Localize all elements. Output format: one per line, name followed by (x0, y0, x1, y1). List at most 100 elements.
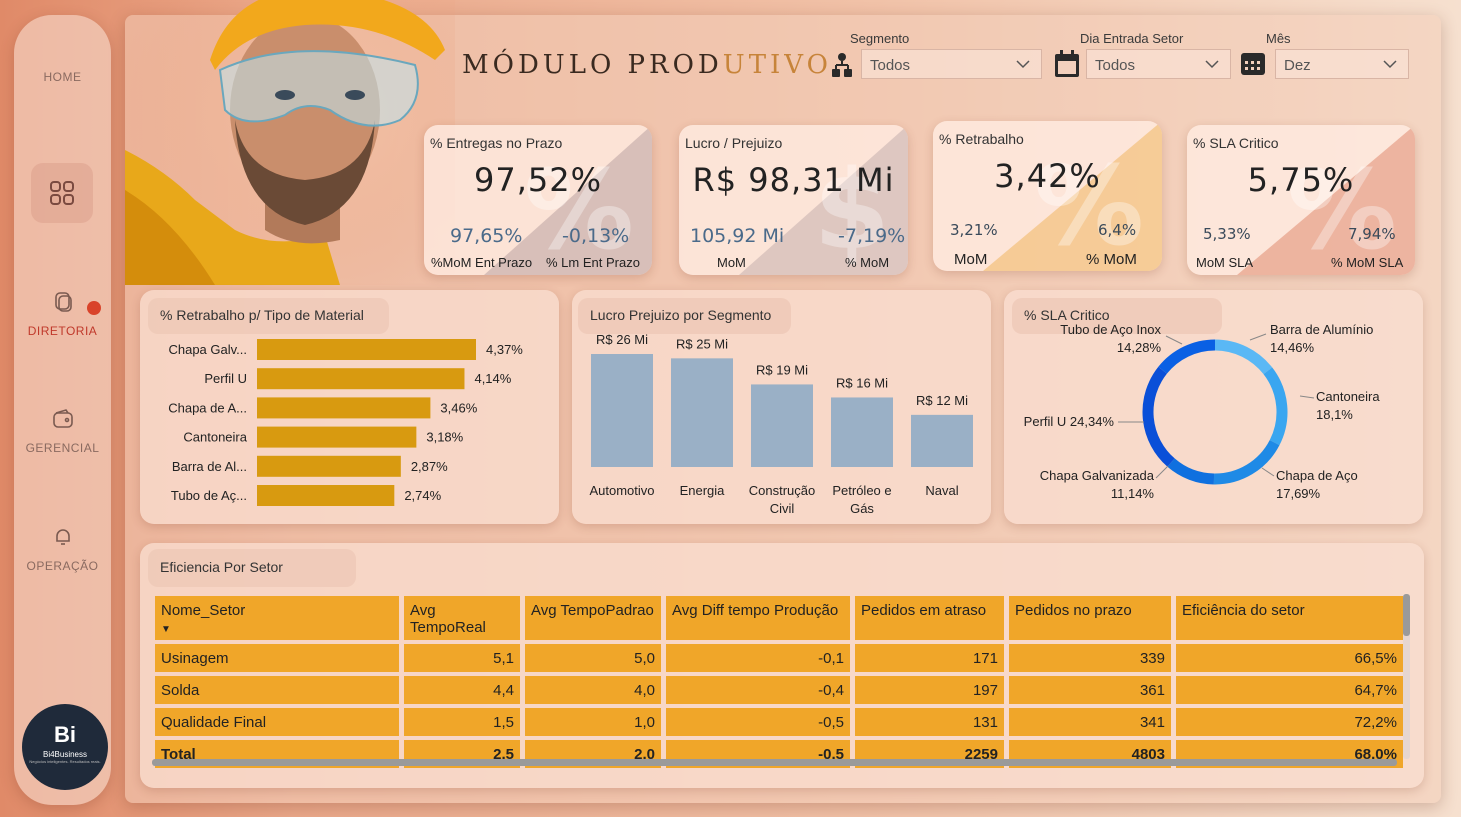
bar[interactable] (591, 354, 653, 467)
column-header[interactable]: Avg TempoPadrao (525, 596, 661, 640)
filter-mes-label: Mês (1266, 31, 1291, 46)
table-vertical-scrollbar[interactable] (1403, 594, 1410, 759)
kpi-sub-value: 97,65% (450, 225, 523, 247)
bar-category-label: Cantoneira (183, 430, 247, 445)
bar[interactable] (257, 426, 417, 448)
column-header[interactable]: Pedidos em atraso (855, 596, 1004, 640)
kpi-title: Lucro / Prejuizo (685, 135, 783, 151)
kpi-sub-label: % MoM (1086, 251, 1137, 268)
filter-dia-select[interactable]: Todos (1086, 49, 1231, 79)
table-title: Eficiencia Por Setor (148, 549, 356, 587)
lucro-bar-chart: R$ 26 Mi Automotivo R$ 25 Mi Energia R$ 19 M… (589, 332, 973, 516)
donut-slice[interactable] (1167, 458, 1215, 485)
bar-category-label: Barra de Al... (172, 459, 247, 474)
donut-slice[interactable] (1213, 439, 1280, 485)
bar[interactable] (671, 358, 733, 467)
kpi-entregas-card: % % Entregas no Prazo 97,52% 97,65% -0,1… (424, 125, 652, 275)
eficiencia-table: Nome_Setor ▼ Avg TempoReal Avg TempoPadra… (150, 592, 1408, 772)
chart-title: Lucro Prejuizo por Segmento (578, 298, 791, 334)
kpi-value: 5,75% (1247, 161, 1355, 199)
scrollbar-thumb[interactable] (1403, 594, 1410, 636)
bar[interactable] (257, 368, 465, 390)
donut-label: 11,14% (1111, 486, 1155, 501)
leader-line (1249, 333, 1267, 341)
leader-line (1261, 467, 1275, 477)
column-header[interactable]: Pedidos no prazo (1009, 596, 1171, 640)
donut-slice[interactable] (1142, 366, 1175, 467)
kpi-sub-label: % MoM SLA (1331, 255, 1404, 270)
nav-home[interactable]: HOME (14, 70, 111, 84)
kpi-sub-value: 5,33% (1203, 225, 1251, 243)
bi4business-logo: Bi Bi4Business Negócios inteligentes. Re… (22, 704, 108, 790)
donut-slice[interactable] (1263, 367, 1288, 446)
kpi-sub-label: %MoM Ent Prazo (431, 255, 533, 270)
kpi-band (983, 121, 1162, 271)
bar[interactable] (257, 397, 431, 419)
leader-line (1299, 395, 1315, 399)
bar-category-label: Automotivo (589, 483, 654, 498)
table-row[interactable]: Qualidade Final 1,5 1,0 -0,5 131 341 72,2% (155, 708, 1403, 736)
bar-category-label: Tubo de Aç... (171, 488, 247, 503)
lucro-chart-card: Lucro Prejuizo por Segmento R$ 26 Mi Auto… (572, 290, 991, 524)
kpi-sub-value: 3,21% (950, 221, 998, 239)
table-row[interactable]: Usinagem 5,1 5,0 -0,1 171 339 66,5% (155, 644, 1403, 672)
bar-category-label: Petróleo e (832, 483, 891, 498)
grid-icon (50, 181, 74, 205)
nav-dashboard-button[interactable] (31, 163, 93, 223)
table-horizontal-scrollbar[interactable] (152, 759, 1397, 766)
kpi-lucro-card: $ Lucro / Prejuizo R$ 98,31 Mi 105,92 Mi… (679, 125, 908, 275)
nav-diretoria[interactable]: DIRETORIA (14, 290, 111, 338)
bar[interactable] (257, 485, 395, 506)
kpi-value: 3,42% (994, 157, 1101, 195)
calendar-icon (1055, 50, 1079, 77)
nav-gerencial-label: GERENCIAL (25, 441, 100, 455)
bar[interactable] (831, 397, 893, 467)
filter-mes-select[interactable]: Dez (1275, 49, 1409, 79)
chart-title: % Retrabalho p/ Tipo de Material (148, 298, 389, 334)
column-header[interactable]: Nome_Setor ▼ (155, 596, 399, 640)
table-row[interactable]: Solda 4,4 4,0 -0,4 197 361 64,7% (155, 676, 1403, 704)
donut-label: 14,46% (1270, 340, 1315, 355)
bar[interactable] (911, 414, 973, 467)
column-header[interactable]: Eficiência do setor (1176, 596, 1403, 640)
column-header[interactable]: Avg Diff tempo Produção (666, 596, 850, 640)
percent-watermark-icon: % (1286, 146, 1397, 274)
bar[interactable] (751, 384, 813, 467)
percent-watermark-icon: % (523, 146, 634, 274)
bar[interactable] (257, 339, 476, 360)
filter-segmento-select[interactable]: Todos (861, 49, 1042, 79)
donut-label: Perfil U 24,34% (1024, 414, 1115, 429)
filter-dia-label: Dia Entrada Setor (1080, 31, 1184, 46)
page-title: MÓDULO PRODUTIVO (462, 50, 832, 80)
donut-label: Barra de Alumínio (1270, 322, 1373, 337)
bar-value-label: 4,14% (474, 371, 511, 386)
bar-category-label: Chapa Galv... (168, 342, 247, 357)
bar[interactable] (257, 455, 401, 477)
column-header[interactable]: Avg TempoReal (404, 596, 520, 640)
bar-category-label: Energia (680, 483, 726, 498)
kpi-sla-card: % % SLA Critico 5,75% 5,33% 7,94% MoM SL… (1187, 125, 1415, 275)
retrabalho-chart-card: % Retrabalho p/ Tipo de Material Chapa G… (140, 290, 559, 524)
donut-slice[interactable] (1158, 339, 1216, 374)
kpi-sub-change: 6,4% (1098, 221, 1137, 239)
nav-gerencial[interactable]: GERENCIAL (14, 407, 111, 455)
kpi-title: % Retrabalho (939, 131, 1024, 147)
nav-operacao[interactable]: OPERAÇÃO (14, 525, 111, 573)
kpi-retrabalho-card: % % Retrabalho 3,42% 3,21% 6,4% MoM % Mo… (933, 121, 1162, 271)
chevron-down-icon (1016, 60, 1030, 69)
donut-label: Chapa de Aço (1276, 468, 1358, 483)
filter-segmento-label: Segmento (850, 31, 910, 46)
donut-slice[interactable] (1214, 339, 1273, 375)
bar-category-label: Construção (749, 483, 815, 498)
sidebar: HOME DIRETORIA GERENCIAL (14, 15, 111, 805)
retrabalho-bar-chart: Chapa Galv... 4,37% Perfil U 4,14% Chapa de … (168, 339, 523, 506)
kpi-sub-label: % MoM (845, 255, 890, 270)
documents-icon (54, 292, 72, 312)
kpi-title: % Entregas no Prazo (430, 135, 563, 151)
kpi-sub-change: -7,19% (838, 225, 906, 247)
kpi-sub-value: 105,92 Mi (690, 225, 785, 247)
nav-home-label: HOME (43, 70, 82, 84)
chevron-down-icon (1205, 60, 1219, 69)
active-indicator-dot (87, 301, 101, 315)
leader-line (1155, 465, 1169, 479)
